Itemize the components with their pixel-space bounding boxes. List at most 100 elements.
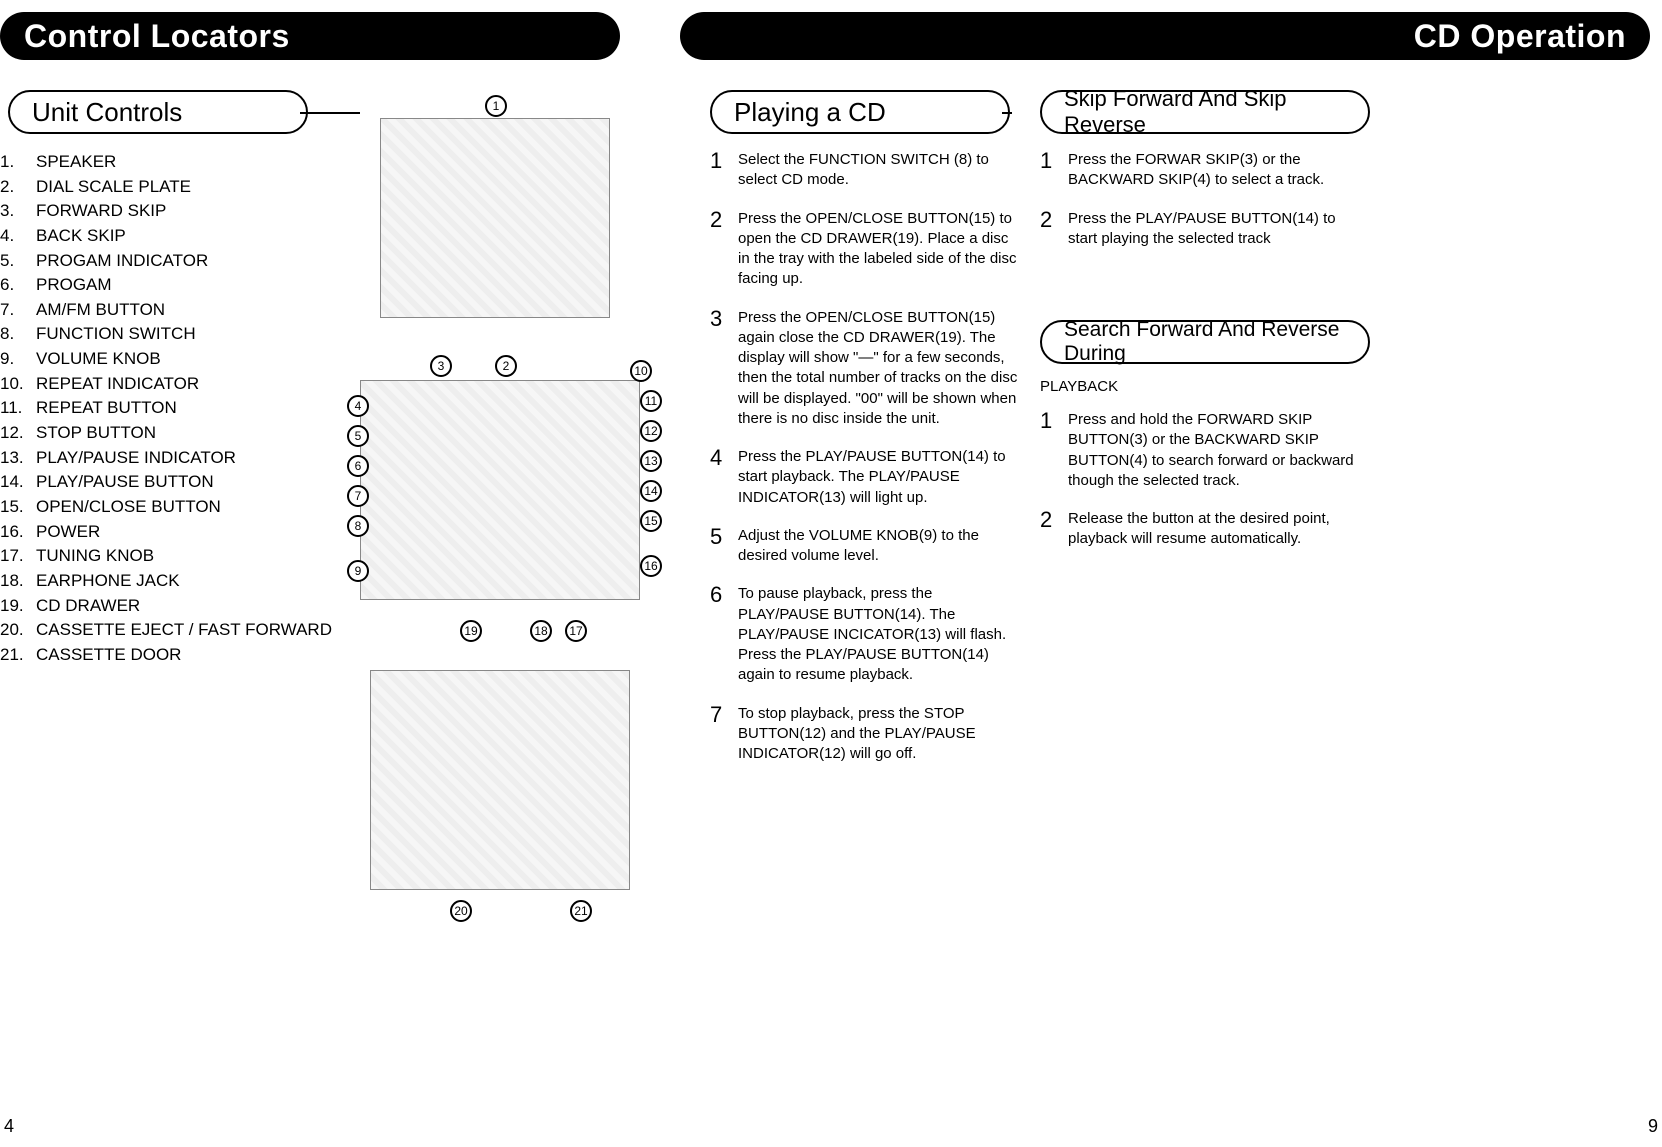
unit-control-label: PROGAM INDICATOR bbox=[36, 249, 208, 274]
unit-control-row: 19.CD DRAWER bbox=[0, 594, 332, 619]
unit-control-label: REPEAT BUTTON bbox=[36, 396, 177, 421]
step: 3Press the OPEN/CLOSE BUTTON(15) again c… bbox=[710, 308, 1020, 430]
callout-1: 1 bbox=[485, 95, 507, 117]
step-text: Press the OPEN/CLOSE BUTTON(15) again cl… bbox=[738, 308, 1020, 430]
unit-control-label: CD DRAWER bbox=[36, 594, 140, 619]
unit-control-number: 5. bbox=[0, 249, 36, 274]
header-left: Control Locators bbox=[0, 12, 620, 60]
step: 1Select the FUNCTION SWITCH (8) to selec… bbox=[710, 150, 1020, 191]
callout-21: 21 bbox=[570, 900, 592, 922]
step-number: 6 bbox=[710, 584, 738, 685]
unit-control-row: 7.AM/FM BUTTON bbox=[0, 298, 332, 323]
callout-14: 14 bbox=[640, 480, 662, 502]
unit-control-row: 8.FUNCTION SWITCH bbox=[0, 322, 332, 347]
header-right: CD Operation bbox=[680, 12, 1650, 60]
unit-control-row: 1.SPEAKER bbox=[0, 150, 332, 175]
page-number-right: 9 bbox=[1648, 1116, 1658, 1137]
unit-control-number: 19. bbox=[0, 594, 36, 619]
unit-control-number: 9. bbox=[0, 347, 36, 372]
unit-control-row: 3.FORWARD SKIP bbox=[0, 199, 332, 224]
unit-control-row: 10.REPEAT INDICATOR bbox=[0, 372, 332, 397]
unit-control-row: 12.STOP BUTTON bbox=[0, 421, 332, 446]
unit-control-number: 20. bbox=[0, 618, 36, 643]
unit-control-label: FUNCTION SWITCH bbox=[36, 322, 196, 347]
step-number: 2 bbox=[1040, 209, 1068, 250]
step: 2Release the button at the desired point… bbox=[1040, 509, 1360, 550]
section-skip-text: Skip Forward And Skip Reverse bbox=[1064, 86, 1346, 138]
section-skip: Skip Forward And Skip Reverse bbox=[1040, 90, 1370, 134]
unit-control-label: FORWARD SKIP bbox=[36, 199, 166, 224]
unit-controls-list: 1.SPEAKER2.DIAL SCALE PLATE3.FORWARD SKI… bbox=[0, 150, 332, 667]
diagram-bottom bbox=[370, 670, 630, 890]
unit-control-row: 15.OPEN/CLOSE BUTTON bbox=[0, 495, 332, 520]
callout-9: 9 bbox=[347, 560, 369, 582]
unit-control-label: REPEAT INDICATOR bbox=[36, 372, 199, 397]
callout-20: 20 bbox=[450, 900, 472, 922]
unit-control-row: 21.CASSETTE DOOR bbox=[0, 643, 332, 668]
unit-control-number: 3. bbox=[0, 199, 36, 224]
diagram-top bbox=[380, 118, 610, 318]
step: 4Press the PLAY/PAUSE BUTTON(14) to star… bbox=[710, 447, 1020, 508]
unit-control-row: 14.PLAY/PAUSE BUTTON bbox=[0, 470, 332, 495]
search-subheading: PLAYBACK bbox=[1040, 378, 1118, 395]
unit-control-label: BACK SKIP bbox=[36, 224, 126, 249]
unit-control-label: PROGAM bbox=[36, 273, 112, 298]
unit-control-row: 18.EARPHONE JACK bbox=[0, 569, 332, 594]
step-number: 2 bbox=[1040, 509, 1068, 550]
callout-2: 2 bbox=[495, 355, 517, 377]
section-unit-controls: Unit Controls bbox=[8, 90, 308, 134]
callout-16: 16 bbox=[640, 555, 662, 577]
unit-control-label: CASSETTE DOOR bbox=[36, 643, 181, 668]
step-text: Press the FORWAR SKIP(3) or the BACKWARD… bbox=[1068, 150, 1360, 191]
unit-control-label: CASSETTE EJECT / FAST FORWARD bbox=[36, 618, 332, 643]
unit-control-number: 2. bbox=[0, 175, 36, 200]
section-search-text: Search Forward And Reverse During bbox=[1064, 318, 1346, 366]
unit-control-number: 16. bbox=[0, 520, 36, 545]
step-text: Press the PLAY/PAUSE BUTTON(14) to start… bbox=[738, 447, 1020, 508]
step: 1Press the FORWAR SKIP(3) or the BACKWAR… bbox=[1040, 150, 1360, 191]
unit-control-number: 13. bbox=[0, 446, 36, 471]
section-search: Search Forward And Reverse During bbox=[1040, 320, 1370, 364]
unit-control-number: 8. bbox=[0, 322, 36, 347]
unit-control-label: TUNING KNOB bbox=[36, 544, 154, 569]
unit-control-row: 17.TUNING KNOB bbox=[0, 544, 332, 569]
unit-control-number: 11. bbox=[0, 396, 36, 421]
unit-control-number: 7. bbox=[0, 298, 36, 323]
step: 6To pause playback, press the PLAY/PAUSE… bbox=[710, 584, 1020, 685]
callout-17: 17 bbox=[565, 620, 587, 642]
page-right: CD Operation Playing a CD 1Select the FU… bbox=[680, 0, 1662, 1147]
callout-3: 3 bbox=[430, 355, 452, 377]
step-text: To stop playback, press the STOP BUTTON(… bbox=[738, 704, 1020, 765]
callout-7: 7 bbox=[347, 485, 369, 507]
section-playing-cd-text: Playing a CD bbox=[734, 97, 886, 128]
section-unit-controls-text: Unit Controls bbox=[32, 97, 182, 128]
unit-control-row: 6.PROGAM bbox=[0, 273, 332, 298]
step-number: 7 bbox=[710, 704, 738, 765]
step: 1Press and hold the FORWARD SKIP BUTTON(… bbox=[1040, 410, 1360, 491]
unit-control-number: 12. bbox=[0, 421, 36, 446]
callout-6: 6 bbox=[347, 455, 369, 477]
callout-13: 13 bbox=[640, 450, 662, 472]
step-text: Press the OPEN/CLOSE BUTTON(15) to open … bbox=[738, 209, 1020, 290]
step: 5Adjust the VOLUME KNOB(9) to the desire… bbox=[710, 526, 1020, 567]
unit-control-number: 4. bbox=[0, 224, 36, 249]
step-text: Select the FUNCTION SWITCH (8) to select… bbox=[738, 150, 1020, 191]
unit-control-row: 16.POWER bbox=[0, 520, 332, 545]
connector-line-playing bbox=[1002, 112, 1012, 114]
unit-control-number: 1. bbox=[0, 150, 36, 175]
unit-control-label: SPEAKER bbox=[36, 150, 116, 175]
step-number: 4 bbox=[710, 447, 738, 508]
step: 7To stop playback, press the STOP BUTTON… bbox=[710, 704, 1020, 765]
unit-control-row: 2.DIAL SCALE PLATE bbox=[0, 175, 332, 200]
page-number-left: 4 bbox=[4, 1116, 14, 1137]
steps-search: 1Press and hold the FORWARD SKIP BUTTON(… bbox=[1040, 410, 1360, 568]
step-number: 1 bbox=[710, 150, 738, 191]
unit-control-row: 5.PROGAM INDICATOR bbox=[0, 249, 332, 274]
step-number: 1 bbox=[1040, 150, 1068, 191]
unit-control-label: DIAL SCALE PLATE bbox=[36, 175, 191, 200]
unit-control-number: 21. bbox=[0, 643, 36, 668]
unit-control-label: PLAY/PAUSE BUTTON bbox=[36, 470, 214, 495]
steps-skip: 1Press the FORWAR SKIP(3) or the BACKWAR… bbox=[1040, 150, 1360, 267]
unit-control-number: 14. bbox=[0, 470, 36, 495]
callout-12: 12 bbox=[640, 420, 662, 442]
